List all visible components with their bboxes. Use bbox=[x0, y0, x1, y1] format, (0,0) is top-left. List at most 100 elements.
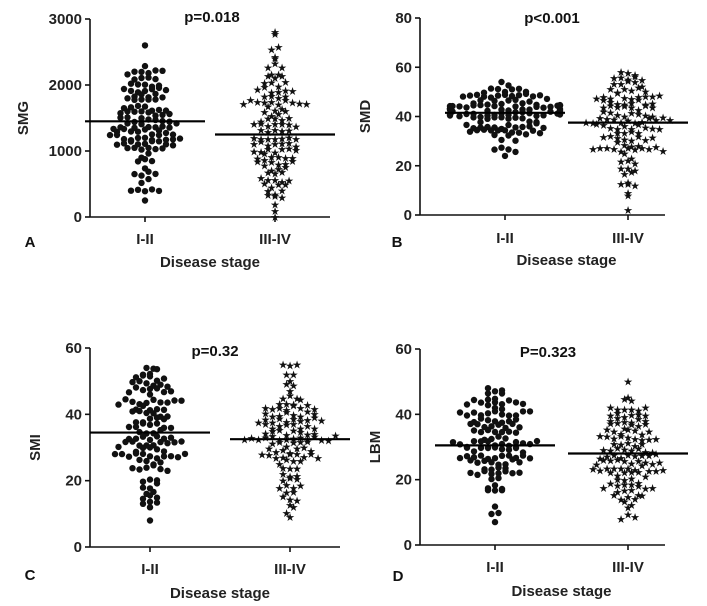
data-point: ★ bbox=[658, 464, 668, 477]
data-point bbox=[498, 401, 506, 408]
data-point: ★ bbox=[637, 81, 647, 94]
data-point: ★ bbox=[289, 399, 299, 412]
data-point bbox=[474, 459, 481, 466]
data-point: ★ bbox=[277, 132, 287, 145]
data-point: ★ bbox=[641, 415, 651, 428]
data-point: ★ bbox=[592, 92, 602, 105]
data-point: ★ bbox=[268, 423, 278, 436]
data-point bbox=[145, 144, 152, 152]
data-point: ★ bbox=[630, 433, 640, 446]
data-point bbox=[136, 378, 143, 385]
data-point: ★ bbox=[263, 126, 273, 139]
data-point: ★ bbox=[289, 380, 299, 393]
data-point: ★ bbox=[620, 120, 630, 133]
data-point bbox=[498, 446, 506, 453]
data-point: ★ bbox=[655, 456, 665, 469]
data-point bbox=[153, 366, 161, 373]
data-point bbox=[498, 136, 505, 144]
data-point bbox=[152, 67, 159, 74]
data-point: ★ bbox=[267, 43, 277, 56]
data-point: ★ bbox=[285, 499, 295, 512]
data-point: ★ bbox=[253, 84, 263, 97]
data-point bbox=[155, 131, 163, 139]
data-point: ★ bbox=[270, 53, 280, 66]
data-point: ★ bbox=[296, 431, 306, 444]
data-point: ★ bbox=[606, 92, 616, 105]
data-point bbox=[495, 433, 502, 440]
data-point: ★ bbox=[620, 148, 630, 161]
data-point: ★ bbox=[257, 448, 267, 461]
data-point: ★ bbox=[267, 90, 277, 103]
data-point bbox=[124, 108, 131, 115]
data-point: ★ bbox=[274, 80, 284, 93]
data-point bbox=[477, 118, 484, 126]
data-point: ★ bbox=[249, 145, 259, 158]
data-point bbox=[115, 443, 122, 451]
data-point bbox=[167, 434, 175, 441]
data-point: ★ bbox=[270, 118, 280, 131]
data-point bbox=[157, 399, 164, 406]
data-point: ★ bbox=[274, 108, 284, 121]
data-point bbox=[138, 115, 145, 122]
data-point bbox=[146, 444, 154, 451]
data-point bbox=[129, 408, 136, 415]
data-point bbox=[515, 129, 523, 136]
data-point: ★ bbox=[641, 402, 651, 415]
y-tick-label: 40 bbox=[65, 406, 82, 423]
data-point bbox=[484, 385, 492, 392]
data-point: ★ bbox=[284, 112, 294, 125]
data-point: ★ bbox=[602, 451, 612, 464]
data-point bbox=[494, 92, 502, 99]
data-point: ★ bbox=[263, 185, 273, 198]
data-point bbox=[505, 115, 512, 122]
data-point: ★ bbox=[282, 416, 292, 429]
data-point: ★ bbox=[588, 463, 598, 476]
data-point: ★ bbox=[595, 465, 605, 478]
data-point bbox=[155, 138, 163, 145]
data-point: ★ bbox=[620, 466, 630, 479]
data-point bbox=[139, 450, 147, 458]
data-point bbox=[470, 427, 478, 434]
data-point bbox=[152, 75, 159, 83]
data-point: ★ bbox=[261, 414, 271, 427]
data-point bbox=[498, 487, 506, 494]
y-tick-label: 0 bbox=[74, 539, 82, 556]
data-point: ★ bbox=[289, 501, 299, 514]
data-point: ★ bbox=[270, 190, 280, 203]
data-point: ★ bbox=[303, 399, 313, 412]
y-axis-title: SMI bbox=[27, 434, 44, 461]
data-point: ★ bbox=[648, 482, 658, 495]
data-point: ★ bbox=[627, 419, 637, 432]
data-point bbox=[505, 428, 513, 435]
data-point: ★ bbox=[256, 146, 266, 159]
data-point bbox=[127, 128, 135, 135]
data-point: ★ bbox=[616, 452, 626, 465]
data-point bbox=[466, 128, 474, 135]
data-point bbox=[501, 152, 509, 160]
data-point: ★ bbox=[595, 142, 605, 155]
data-point bbox=[488, 510, 495, 518]
data-point bbox=[533, 120, 540, 127]
data-point: ★ bbox=[644, 143, 654, 156]
data-point bbox=[477, 428, 485, 436]
data-point bbox=[134, 186, 142, 193]
data-point bbox=[145, 168, 152, 175]
data-point: ★ bbox=[296, 426, 306, 439]
data-point: ★ bbox=[239, 98, 249, 111]
data-point: ★ bbox=[270, 146, 280, 159]
data-point: ★ bbox=[627, 484, 637, 497]
data-point bbox=[141, 62, 149, 70]
data-point bbox=[484, 396, 492, 403]
data-point bbox=[522, 90, 530, 98]
data-point: ★ bbox=[288, 152, 298, 165]
y-tick-label: 1000 bbox=[49, 143, 82, 160]
data-point bbox=[529, 127, 537, 134]
data-point bbox=[138, 108, 145, 115]
data-point: ★ bbox=[606, 402, 616, 415]
data-point bbox=[498, 144, 505, 151]
data-point: ★ bbox=[270, 133, 280, 146]
data-point bbox=[467, 457, 474, 464]
data-point: ★ bbox=[627, 473, 637, 486]
data-point: ★ bbox=[599, 106, 609, 119]
data-point bbox=[498, 411, 506, 418]
